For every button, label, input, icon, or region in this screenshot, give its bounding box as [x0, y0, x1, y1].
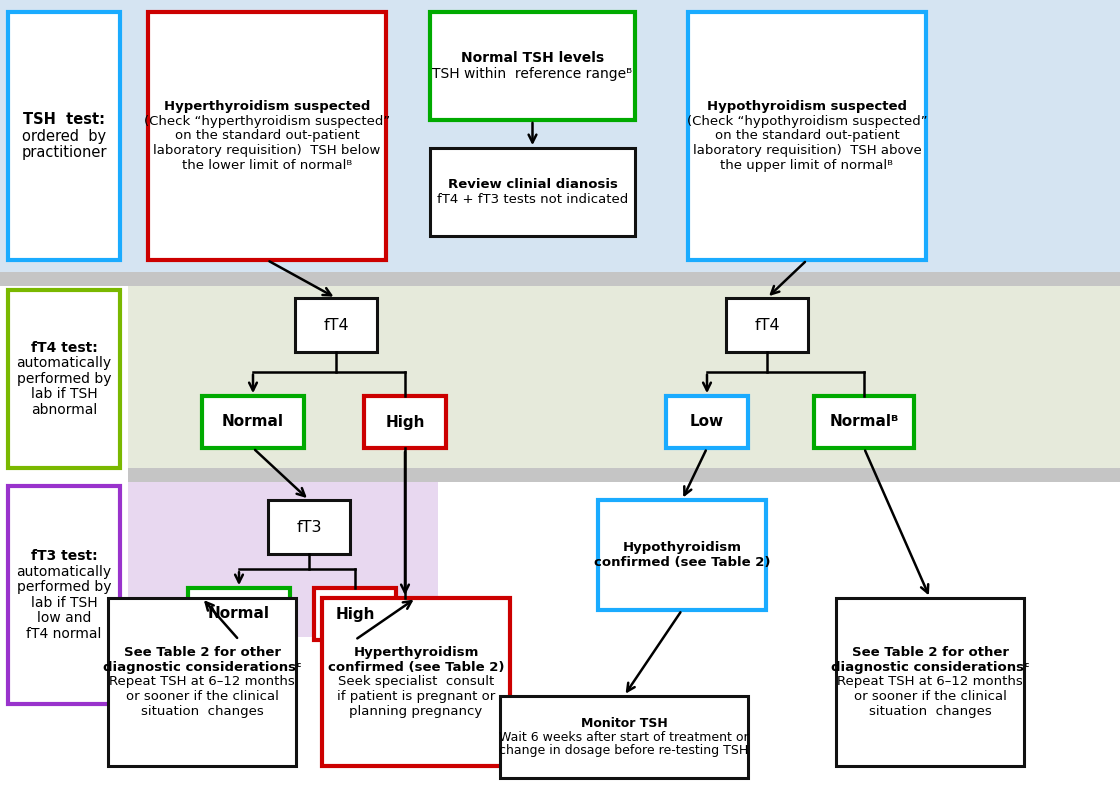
Bar — [430, 148, 635, 236]
Text: situation  changes: situation changes — [869, 705, 991, 718]
Text: fT4: fT4 — [754, 318, 780, 332]
Text: Normal TSH levels: Normal TSH levels — [461, 51, 604, 65]
Bar — [128, 286, 1120, 468]
Text: (Check “hyperthyroidism suspected”: (Check “hyperthyroidism suspected” — [143, 115, 390, 128]
Text: change in dosage before re-testing TSH: change in dosage before re-testing TSH — [500, 744, 748, 758]
Text: Repeat TSH at 6–12 months: Repeat TSH at 6–12 months — [837, 675, 1023, 689]
Bar — [598, 500, 766, 610]
Text: Hypothyroidism: Hypothyroidism — [623, 541, 741, 554]
Bar — [128, 468, 1120, 482]
Bar — [430, 12, 635, 120]
Text: on the standard out-patient: on the standard out-patient — [715, 130, 899, 142]
Text: High: High — [335, 607, 375, 622]
Text: fT4 test:: fT4 test: — [30, 341, 97, 355]
Bar — [688, 12, 926, 260]
Text: low and: low and — [37, 612, 91, 625]
Bar — [148, 12, 386, 260]
Bar — [314, 588, 396, 640]
Text: (Check “hypothyroidism suspected”: (Check “hypothyroidism suspected” — [687, 115, 927, 128]
Bar — [500, 696, 748, 778]
Text: lab if TSH: lab if TSH — [30, 387, 97, 402]
Text: automatically: automatically — [17, 357, 112, 370]
Text: lab if TSH: lab if TSH — [30, 596, 97, 610]
Text: Hyperthyroidism: Hyperthyroidism — [353, 646, 478, 659]
Text: performed by: performed by — [17, 580, 111, 594]
Bar — [295, 298, 377, 352]
Text: Normal: Normal — [208, 607, 270, 622]
Text: confirmed (see Table 2): confirmed (see Table 2) — [594, 556, 771, 569]
Text: Normal: Normal — [222, 414, 284, 429]
Text: diagnostic considerationsᶜ: diagnostic considerationsᶜ — [103, 661, 301, 674]
Bar — [0, 272, 1120, 286]
Text: Hyperthyroidism suspected: Hyperthyroidism suspected — [164, 100, 371, 113]
Text: Repeat TSH at 6–12 months: Repeat TSH at 6–12 months — [109, 675, 295, 689]
Text: diagnostic considerationsᶜ: diagnostic considerationsᶜ — [831, 661, 1029, 674]
Text: laboratory requisition)  TSH below: laboratory requisition) TSH below — [153, 144, 381, 157]
Bar — [814, 396, 914, 448]
Text: High: High — [385, 414, 424, 429]
Text: See Table 2 for other: See Table 2 for other — [123, 646, 280, 659]
Text: on the standard out-patient: on the standard out-patient — [175, 130, 360, 142]
Bar — [836, 598, 1024, 766]
Text: performed by: performed by — [17, 372, 111, 386]
Bar — [726, 298, 808, 352]
Bar — [0, 0, 1120, 272]
Bar — [666, 396, 748, 448]
Text: abnormal: abnormal — [31, 403, 97, 417]
Text: or sooner if the clinical: or sooner if the clinical — [125, 690, 279, 703]
Text: the upper limit of normalᴮ: the upper limit of normalᴮ — [720, 159, 894, 172]
Text: fT4 normal: fT4 normal — [26, 626, 102, 641]
Text: the lower limit of normalᴮ: the lower limit of normalᴮ — [181, 159, 352, 172]
Text: practitioner: practitioner — [21, 145, 106, 160]
Bar — [8, 290, 120, 468]
Bar — [8, 12, 120, 260]
Text: laboratory requisition)  TSH above: laboratory requisition) TSH above — [692, 144, 922, 157]
Text: fT3 test:: fT3 test: — [30, 549, 97, 564]
Bar — [364, 396, 446, 448]
Text: Monitor TSH: Monitor TSH — [580, 717, 668, 729]
Text: Normalᴮ: Normalᴮ — [830, 414, 898, 429]
Bar — [323, 598, 510, 766]
Text: confirmed (see Table 2): confirmed (see Table 2) — [328, 661, 504, 674]
Text: automatically: automatically — [17, 565, 112, 578]
Text: See Table 2 for other: See Table 2 for other — [851, 646, 1008, 659]
Text: situation  changes: situation changes — [141, 705, 263, 718]
Bar — [188, 588, 290, 640]
Text: TSH  test:: TSH test: — [24, 112, 105, 127]
Text: Low: Low — [690, 414, 724, 429]
Text: if patient is pregnant or: if patient is pregnant or — [337, 690, 495, 703]
Text: or sooner if the clinical: or sooner if the clinical — [853, 690, 1007, 703]
Text: fT4 + fT3 tests not indicated: fT4 + fT3 tests not indicated — [437, 193, 628, 206]
Text: planning pregnancy: planning pregnancy — [349, 705, 483, 718]
Text: Wait 6 weeks after start of treatment or: Wait 6 weeks after start of treatment or — [500, 730, 749, 744]
Text: ordered  by: ordered by — [22, 128, 106, 144]
Bar — [128, 482, 438, 637]
Text: fT4: fT4 — [324, 318, 348, 332]
Bar — [108, 598, 296, 766]
Text: Seek specialist  consult: Seek specialist consult — [338, 675, 494, 689]
Bar — [202, 396, 304, 448]
Text: Hypothyroidism suspected: Hypothyroidism suspected — [707, 100, 907, 113]
Bar — [8, 486, 120, 704]
Text: TSH within  reference rangeᴮ: TSH within reference rangeᴮ — [432, 67, 633, 81]
Bar — [268, 500, 349, 554]
Text: fT3: fT3 — [297, 520, 321, 534]
Text: Review clinial dianosis: Review clinial dianosis — [448, 178, 617, 191]
